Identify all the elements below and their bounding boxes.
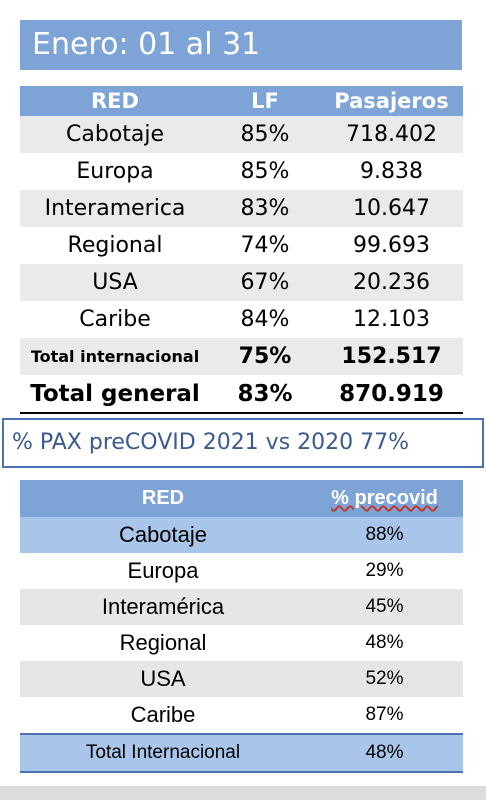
cell-red: Caribe bbox=[79, 307, 151, 332]
cell-pasajeros: 12.103 bbox=[353, 307, 430, 332]
cell-pasajeros: 99.693 bbox=[353, 233, 430, 258]
table-header-row: RED % precovid bbox=[20, 480, 463, 517]
cell-precovid: 52% bbox=[306, 661, 463, 697]
table-row: Caribe 84% 12.103 bbox=[20, 301, 463, 338]
cell-lf: 85% bbox=[210, 116, 320, 153]
table-header-row: RED LF Pasajeros bbox=[20, 86, 463, 116]
cell-pasajeros: 870.919 bbox=[320, 375, 463, 414]
cell-precovid: 48% bbox=[306, 733, 463, 773]
table-row: Cabotaje 88% bbox=[20, 517, 463, 553]
cell-red: USA bbox=[20, 264, 210, 301]
column-header-precovid-label: % precovid bbox=[331, 487, 438, 509]
cell-lf: 83% bbox=[210, 190, 320, 227]
cell-precovid: 29% bbox=[365, 560, 404, 581]
total-general-row: Total general 83% 870.919 bbox=[20, 375, 463, 414]
cell-red: Total general bbox=[20, 375, 210, 414]
precovid-table: RED % precovid Cabotaje 88% Europa 29% I… bbox=[20, 480, 463, 773]
total-internacional-row: Total Internacional 48% bbox=[20, 733, 463, 773]
table-row: USA 52% bbox=[20, 661, 463, 697]
table-row: Regional 74% 99.693 bbox=[20, 227, 463, 264]
cell-red: Total internacional bbox=[20, 338, 210, 375]
cell-precovid: 87% bbox=[365, 704, 404, 725]
table-row: Caribe 87% bbox=[20, 697, 463, 734]
cell-pasajeros: 718.402 bbox=[320, 116, 463, 153]
cell-red: Cabotaje bbox=[20, 116, 210, 153]
cell-precovid: 48% bbox=[365, 632, 404, 653]
cell-precovid: 88% bbox=[306, 517, 463, 553]
cell-red: USA bbox=[20, 661, 306, 697]
cell-lf: 84% bbox=[240, 307, 290, 332]
page-title: Enero: 01 al 31 bbox=[20, 20, 462, 70]
cell-red: Europa bbox=[127, 558, 199, 583]
table-row: Europa 85% 9.838 bbox=[20, 153, 463, 190]
load-factor-table: RED LF Pasajeros Cabotaje 85% 718.402 Eu… bbox=[20, 86, 463, 414]
cell-pasajeros: 10.647 bbox=[320, 190, 463, 227]
column-header-red: RED bbox=[20, 480, 306, 517]
cell-pasajeros: 9.838 bbox=[360, 159, 423, 184]
cell-red: Interamerica bbox=[20, 190, 210, 227]
table-row: Europa 29% bbox=[20, 553, 463, 589]
cell-precovid: 45% bbox=[306, 589, 463, 625]
cell-lf: 75% bbox=[210, 338, 320, 375]
cell-red: Regional bbox=[67, 233, 163, 258]
cell-red: Total Internacional bbox=[20, 733, 306, 773]
column-header-precovid: % precovid bbox=[306, 480, 463, 517]
cell-red: Interamérica bbox=[20, 589, 306, 625]
cell-red: Regional bbox=[119, 630, 207, 655]
cell-lf: 67% bbox=[210, 264, 320, 301]
cell-pasajeros: 152.517 bbox=[320, 338, 463, 375]
cell-red: Caribe bbox=[130, 702, 196, 727]
table-row: USA 67% 20.236 bbox=[20, 264, 463, 301]
cell-red: Cabotaje bbox=[20, 517, 306, 553]
table-row: Interamerica 83% 10.647 bbox=[20, 190, 463, 227]
total-internacional-row: Total internacional 75% 152.517 bbox=[20, 338, 463, 375]
column-header-lf: LF bbox=[210, 86, 320, 116]
pax-precovid-caption: % PAX preCOVID 2021 vs 2020 77% bbox=[2, 418, 484, 468]
bottom-divider bbox=[0, 786, 486, 800]
table-row: Regional 48% bbox=[20, 625, 463, 661]
cell-lf: 74% bbox=[240, 233, 290, 258]
column-header-pasajeros: Pasajeros bbox=[320, 86, 463, 116]
cell-red: Europa bbox=[76, 159, 154, 184]
cell-pasajeros: 20.236 bbox=[320, 264, 463, 301]
table-row: Cabotaje 85% 718.402 bbox=[20, 116, 463, 153]
table-row: Interamérica 45% bbox=[20, 589, 463, 625]
column-header-red: RED bbox=[20, 86, 210, 116]
cell-lf: 83% bbox=[210, 375, 320, 414]
cell-lf: 85% bbox=[240, 159, 290, 184]
